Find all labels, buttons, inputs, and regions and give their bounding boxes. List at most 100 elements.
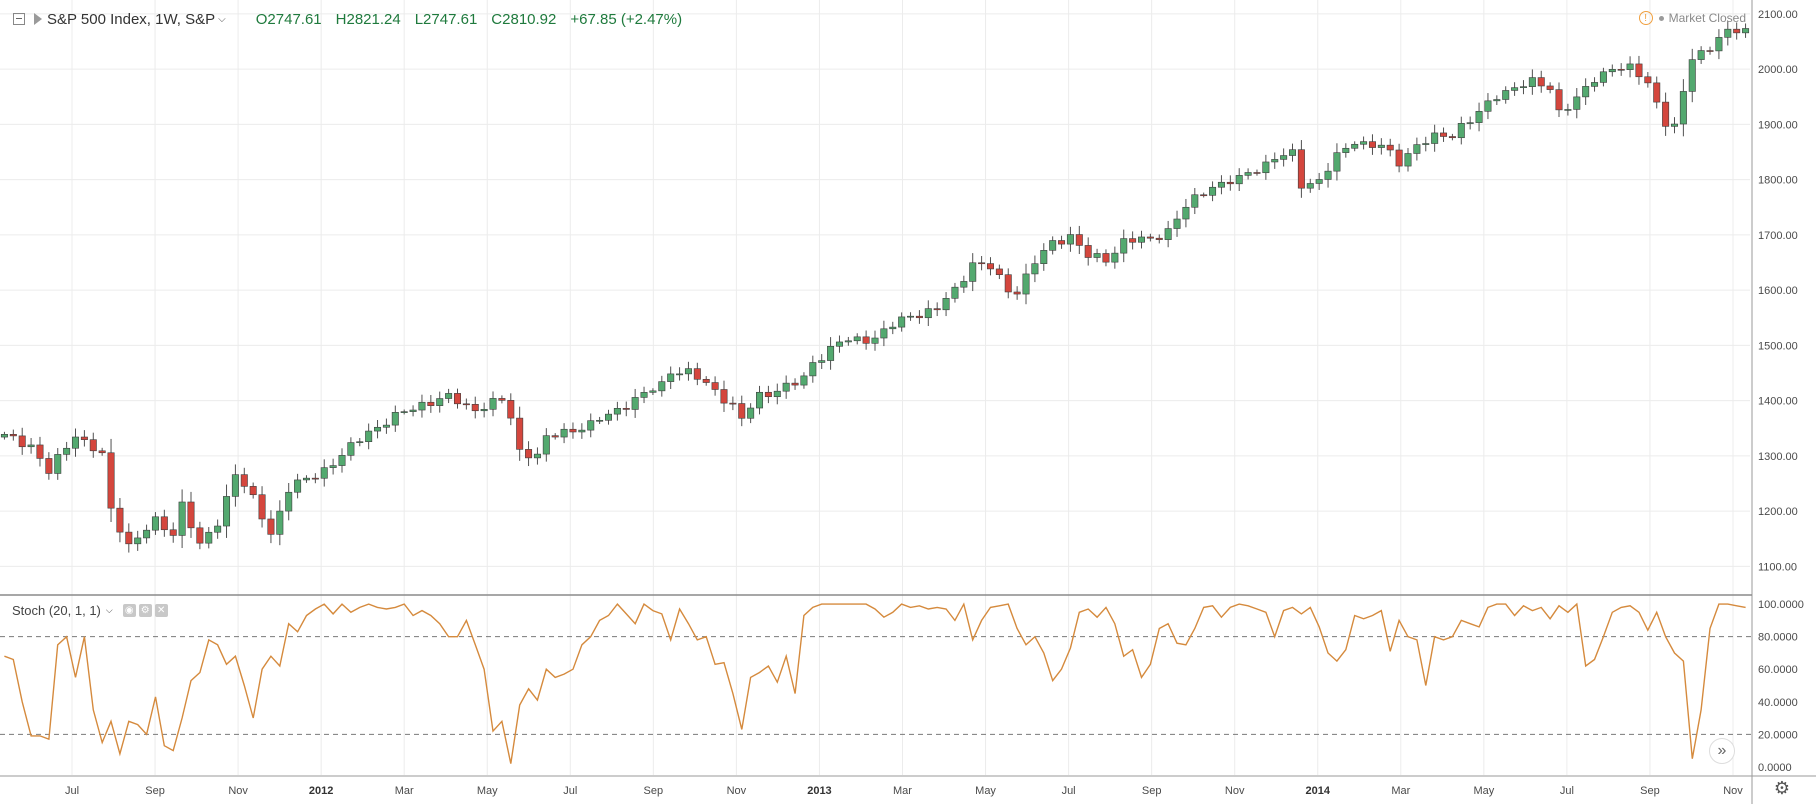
warning-icon[interactable]: ! [1638,11,1653,25]
candle-body [365,430,373,443]
candle-body [729,402,737,405]
candle-body [871,337,879,344]
candle-body [1075,234,1083,246]
flag-icon[interactable] [34,13,42,25]
price-axis[interactable]: 1100.00 1200.00 1300.00 1400.00 1500.00 1600.… [1758,9,1804,774]
candle-body [560,428,568,438]
candle-body [169,529,177,536]
candle-body [1368,141,1376,148]
gear-icon[interactable]: ⚙ [1773,778,1791,798]
candle-body [187,501,195,529]
candle-body [471,403,479,412]
candle-body [338,455,346,466]
candle-body [569,428,577,433]
change-value: +67.85 (+2.47%) [570,10,683,28]
candle-body [1511,87,1519,91]
candle-body [1066,234,1074,245]
candle-body [0,434,8,438]
candle-body [311,477,319,480]
candle-body [525,449,533,459]
candle-body [1244,172,1252,176]
candle-body [507,400,515,419]
candle-body [1688,59,1696,92]
candle-body [436,398,444,406]
candle-body [72,436,80,449]
settings-icon[interactable]: ⚙ [138,604,152,617]
candle-body [889,326,897,330]
candle-body [782,382,790,392]
candle-body [1519,86,1527,88]
candle-body [835,341,843,347]
candle-body [1377,144,1385,148]
time-tick-label: 2012 [309,785,333,797]
candle-body [764,391,772,398]
chevron-down-icon[interactable]: ⌵ [105,605,113,615]
time-tick-label: Jul [1560,785,1574,797]
candle-body [445,393,453,399]
indicator-label[interactable]: Stoch (20, 1, 1) [12,603,101,618]
candle-body [649,390,657,393]
candle-body [1209,186,1217,196]
candle-body [1564,109,1572,111]
candle-body [302,477,310,481]
close-icon[interactable]: ✕ [154,604,168,617]
candle-body [1200,194,1208,197]
candle-body [986,263,994,270]
time-tick-label: Nov [727,785,747,797]
price-tick-label: 1700.00 [1758,230,1798,242]
stoch-tick-label: 20.0000 [1758,729,1798,741]
candle-body [1360,141,1368,145]
candle-body [205,531,213,544]
candle-body [1031,263,1039,275]
candle-body [915,315,923,319]
candle-body [542,435,550,455]
time-tick-label: 2013 [807,785,831,797]
candle-body [907,315,915,318]
candle-body [1555,89,1563,111]
candle-body [1297,149,1305,189]
collapse-toggle-icon[interactable] [13,13,25,25]
candle-body [18,435,26,448]
candle-body [462,403,470,406]
candle-body [1644,76,1652,84]
candle-body [374,426,382,432]
close-value: C2810.92 [491,10,557,28]
candle-body [631,397,639,410]
eye-icon[interactable]: ◉ [122,604,136,617]
double-chevron-right-icon[interactable]: » [1709,738,1735,764]
candle-body [391,412,399,426]
market-status-text: Market Closed [1668,11,1746,25]
candle-body [89,439,97,452]
candle-body [880,328,888,339]
stoch-tick-label: 100.0000 [1758,599,1804,611]
candle-body [1573,96,1581,110]
candle-body [1733,28,1741,34]
candle-body [249,486,257,496]
candle-body [1591,82,1599,87]
candle-body [1191,194,1199,208]
candle-body [1253,172,1261,174]
time-tick-label: Mar [1391,785,1410,797]
candle-body [1049,240,1057,251]
candle-body [1084,245,1092,258]
candle-body [489,398,497,410]
candle-body [676,373,684,376]
candle-body [1697,50,1705,60]
time-tick-label: May [1473,785,1494,797]
stoch-tick-label: 0.0000 [1758,762,1792,774]
candle-body [738,403,746,419]
candle-body [933,308,941,311]
candle-body [1493,99,1501,102]
price-tick-label: 1500.00 [1758,340,1798,352]
chevron-down-icon[interactable]: ⌵ [218,13,226,25]
candle-body [605,413,613,421]
candle-body [178,501,186,536]
time-axis[interactable]: Jul Sep Nov 2012 Mar May Jul Sep Nov 2013 Mar May Ju… [65,785,1743,797]
candle-body [613,408,621,415]
candle-body [1502,90,1510,100]
symbol-title[interactable]: S&P 500 Index, 1W, S&P [47,10,216,28]
candle-body [1440,132,1448,137]
candle-body [125,531,133,545]
